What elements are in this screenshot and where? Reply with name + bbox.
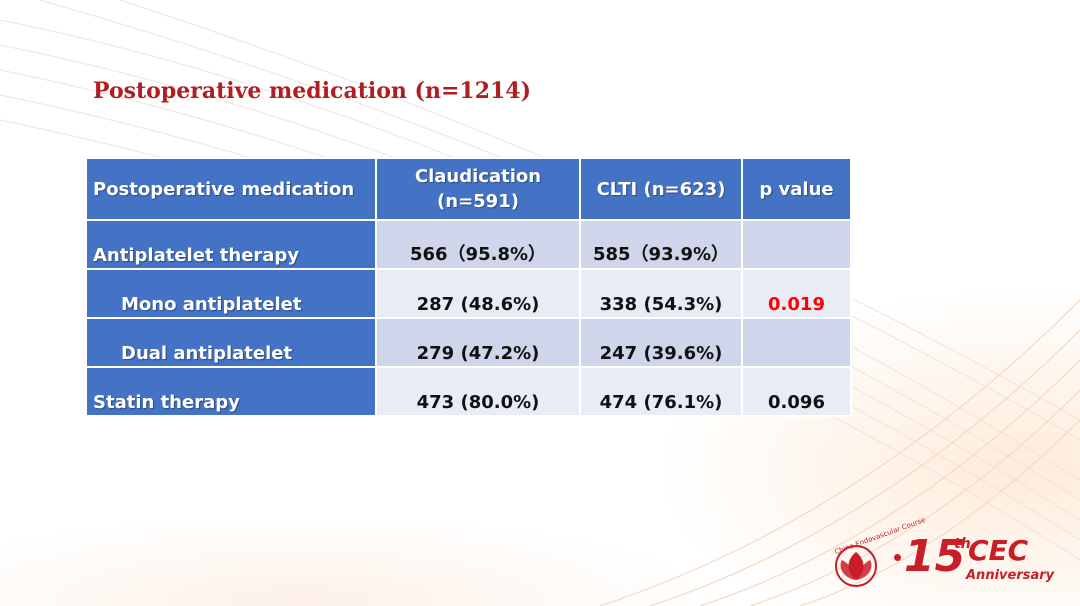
row-label: Dual antiplatelet: [85, 317, 377, 368]
cell-claudication: 279 (47.2%): [375, 317, 581, 368]
row-label: Antiplatelet therapy: [85, 219, 377, 270]
row-label: Statin therapy: [85, 366, 377, 417]
cell-p-value: [741, 219, 852, 270]
cell-claudication: 287 (48.6%): [375, 268, 581, 319]
table-row: Statin therapy 473 (80.0%) 474 (76.1%) 0…: [85, 366, 852, 417]
row-label: Mono antiplatelet: [85, 268, 377, 319]
cell-clti: 338 (54.3%): [579, 268, 743, 319]
cell-p-value: 0.096: [741, 366, 852, 417]
logo-name: CEC: [968, 534, 1029, 567]
header-p-value: p value: [741, 157, 852, 221]
table-header-row: Postoperative medication Claudication (n…: [85, 157, 852, 221]
cell-claudication: 566（95.8%）: [375, 219, 581, 270]
logo-dot: [894, 554, 901, 561]
logo-number: 15: [904, 531, 966, 582]
header-clti: CLTI (n=623): [579, 157, 743, 221]
cec-logo: China Endovascular Course 15 th CEC Anni…: [828, 516, 1068, 592]
cell-clti: 474 (76.1%): [579, 366, 743, 417]
table-row: Antiplatelet therapy 566（95.8%） 585（93.9…: [85, 219, 852, 270]
logo-tagline: Anniversary: [966, 568, 1055, 583]
cell-clti: 247 (39.6%): [579, 317, 743, 368]
cell-p-value: 0.019: [741, 268, 852, 319]
header-claudication: Claudication (n=591): [375, 157, 581, 221]
lotus-emblem-icon: [835, 545, 877, 587]
slide-title: Postoperative medication (n=1214): [93, 78, 532, 104]
header-medication: Postoperative medication: [85, 157, 377, 221]
medication-table: Postoperative medication Claudication (n…: [85, 157, 852, 417]
cell-p-value: [741, 317, 852, 368]
logo-suffix: th: [954, 536, 971, 552]
cell-claudication: 473 (80.0%): [375, 366, 581, 417]
table-row: Dual antiplatelet 279 (47.2%) 247 (39.6%…: [85, 317, 852, 368]
cell-clti: 585（93.9%）: [579, 219, 743, 270]
table-row: Mono antiplatelet 287 (48.6%) 338 (54.3%…: [85, 268, 852, 319]
